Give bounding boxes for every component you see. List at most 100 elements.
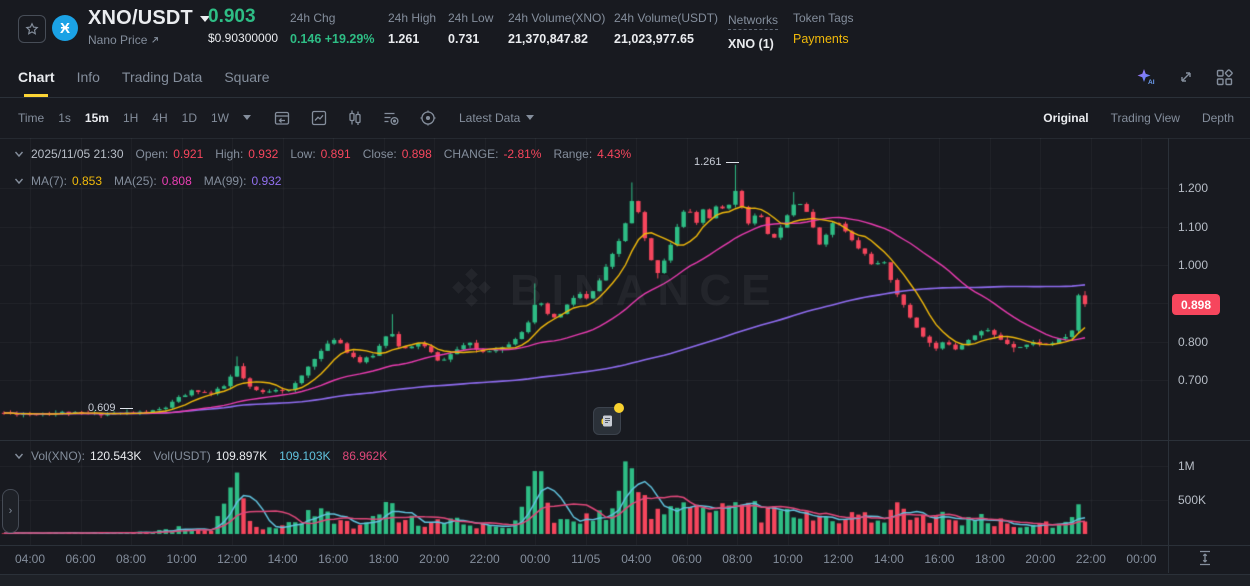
time-tick: 04:00 <box>621 552 652 566</box>
time-tick: 14:00 <box>267 552 298 566</box>
stat-24h-chg: 24h Chg 0.146 +19.29% <box>290 11 375 46</box>
last-price-usd: $0.90300000 <box>208 31 279 45</box>
layout-grid-icon[interactable] <box>1215 68 1234 87</box>
time-tick: 22:00 <box>1075 552 1106 566</box>
time-tick: 10:00 <box>772 552 803 566</box>
view-depth[interactable]: Depth <box>1201 110 1234 125</box>
auto-fit-icon[interactable] <box>1196 549 1214 567</box>
time-axis[interactable]: 04:00 06:00 08:00 10:00 12:00 14:00 16:00 18:00… <box>0 545 1250 573</box>
session-low-marker: 0.609 <box>88 402 133 414</box>
time-tick: 18:00 <box>368 552 399 566</box>
collapse-chevron-icon[interactable] <box>14 176 24 186</box>
time-tick: 18:00 <box>974 552 1005 566</box>
view-original[interactable]: Original <box>1043 110 1089 125</box>
time-tick: 10:00 <box>166 552 197 566</box>
time-tick: 08:00 <box>116 552 147 566</box>
time-tick: 22:00 <box>469 552 500 566</box>
chart-toolbar: Time 1s 15m 1H 4H 1D 1W <box>0 97 1250 139</box>
time-label: Time <box>18 110 45 125</box>
time-tick: 20:00 <box>1025 552 1056 566</box>
tab-trading-data[interactable]: Trading Data <box>121 69 203 85</box>
symbol-selector[interactable]: XNO/USDT <box>88 7 210 30</box>
favorite-star-icon[interactable] <box>18 15 46 43</box>
price-tick: 0.700 <box>1178 373 1209 388</box>
tab-bar: Chart Info Trading Data Square AI <box>0 57 1250 98</box>
volume-tick: 500K <box>1178 493 1207 507</box>
time-tick: 12:00 <box>823 552 854 566</box>
last-price: 0.903 <box>208 6 256 27</box>
interval-15m[interactable]: 15m <box>84 110 109 125</box>
stat-networks[interactable]: Networks XNO (1) <box>728 13 779 51</box>
time-tick: 06:00 <box>65 552 96 566</box>
time-tick: 14:00 <box>873 552 904 566</box>
stat-token-tags: Token Tags Payments <box>793 11 854 46</box>
interval-1s[interactable]: 1s <box>58 110 71 125</box>
stat-24h-volume-xno: 24h Volume(XNO) 21,370,847.82 <box>508 11 606 46</box>
price-tick: 1.200 <box>1178 181 1209 196</box>
axis-divider <box>1168 138 1169 573</box>
time-tick: 08:00 <box>722 552 753 566</box>
coin-fullname-link[interactable]: Nano Price <box>88 33 159 47</box>
collapse-chevron-icon[interactable] <box>14 451 24 461</box>
collapse-chevron-icon[interactable] <box>14 149 24 159</box>
pane-expand-button[interactable]: › <box>2 489 19 533</box>
coin-logo-icon: Ӿ <box>52 15 78 41</box>
header: Ӿ XNO/USDT Nano Price 0.903 $0.90300000 … <box>0 0 1250 57</box>
time-tick: 16:00 <box>924 552 955 566</box>
bottom-scroll-strip[interactable] <box>0 574 1250 586</box>
time-tick: 16:00 <box>318 552 349 566</box>
time-tick: 12:00 <box>217 552 248 566</box>
interval-1d[interactable]: 1D <box>181 110 197 125</box>
legend-change: -2.81% <box>503 147 542 161</box>
candle-type-icon[interactable] <box>347 109 363 127</box>
interval-1h[interactable]: 1H <box>122 110 139 125</box>
price-tick: 1.000 <box>1178 258 1209 272</box>
ai-assistant-icon[interactable]: AI <box>1135 67 1157 87</box>
tab-chart[interactable]: Chart <box>18 57 55 97</box>
price-tick: 0.800 <box>1178 334 1209 349</box>
time-tick: 20:00 <box>419 552 450 566</box>
date-range-icon[interactable] <box>273 109 291 127</box>
legend-open: 0.921 <box>173 147 204 161</box>
interval-4h[interactable]: 4H <box>152 110 168 125</box>
candlestick-chart[interactable] <box>0 138 1168 545</box>
stat-24h-low: 24h Low 0.731 <box>448 11 494 46</box>
settings-icon[interactable] <box>419 109 437 127</box>
legend-high: 0.932 <box>248 147 279 161</box>
chevron-down-icon <box>526 115 535 120</box>
interval-1w[interactable]: 1W <box>210 110 229 125</box>
vol-usdt-value: 109.897K <box>215 449 268 463</box>
vol-ma-fast-value: 109.103K <box>279 449 331 463</box>
chart-style-icon[interactable] <box>310 109 328 127</box>
tab-square[interactable]: Square <box>224 69 270 85</box>
interval-more-icon[interactable] <box>242 115 251 120</box>
chevron-down-icon <box>199 15 210 22</box>
notification-dot <box>614 403 624 413</box>
fullscreen-icon[interactable] <box>1177 68 1195 86</box>
external-link-icon <box>151 37 158 43</box>
legend-range: 4.43% <box>597 147 632 161</box>
pane-divider[interactable] <box>0 440 1250 441</box>
symbol-name: XNO/USDT <box>88 7 193 29</box>
indicators-icon[interactable] <box>382 109 400 127</box>
ma7-value: 0.853 <box>72 174 103 188</box>
news-event-icon[interactable] <box>593 403 624 435</box>
volume-legend: Vol(XNO): 120.543K Vol(USDT) 109.897K 109.… <box>14 449 387 463</box>
view-trading-view[interactable]: Trading View <box>1110 110 1180 125</box>
tab-info[interactable]: Info <box>76 69 100 85</box>
ohlc-legend: 2025/11/05 21:30 Open: 0.921 High: 0.932 L… <box>14 147 631 161</box>
legend-low: 0.891 <box>320 147 351 161</box>
ma-legend: MA(7): 0.853 MA(25): 0.808 MA(99): 0.932 <box>14 174 281 188</box>
stat-24h-high: 24h High 1.261 <box>388 11 437 46</box>
price-tick: 1.100 <box>1178 219 1209 234</box>
volume-tick: 1M <box>1178 459 1195 473</box>
latest-data-dropdown[interactable]: Latest Data <box>459 111 535 125</box>
token-tag-payments[interactable]: Payments <box>793 32 849 46</box>
svg-text:AI: AI <box>1148 79 1155 86</box>
legend-datetime: 2025/11/05 21:30 <box>31 147 124 161</box>
vol-ma-slow-value: 86.962K <box>342 449 388 463</box>
session-high-marker: 1.261 <box>694 156 739 168</box>
time-axis-divider <box>0 545 1250 546</box>
current-price-badge: 0.898 <box>1172 294 1220 316</box>
